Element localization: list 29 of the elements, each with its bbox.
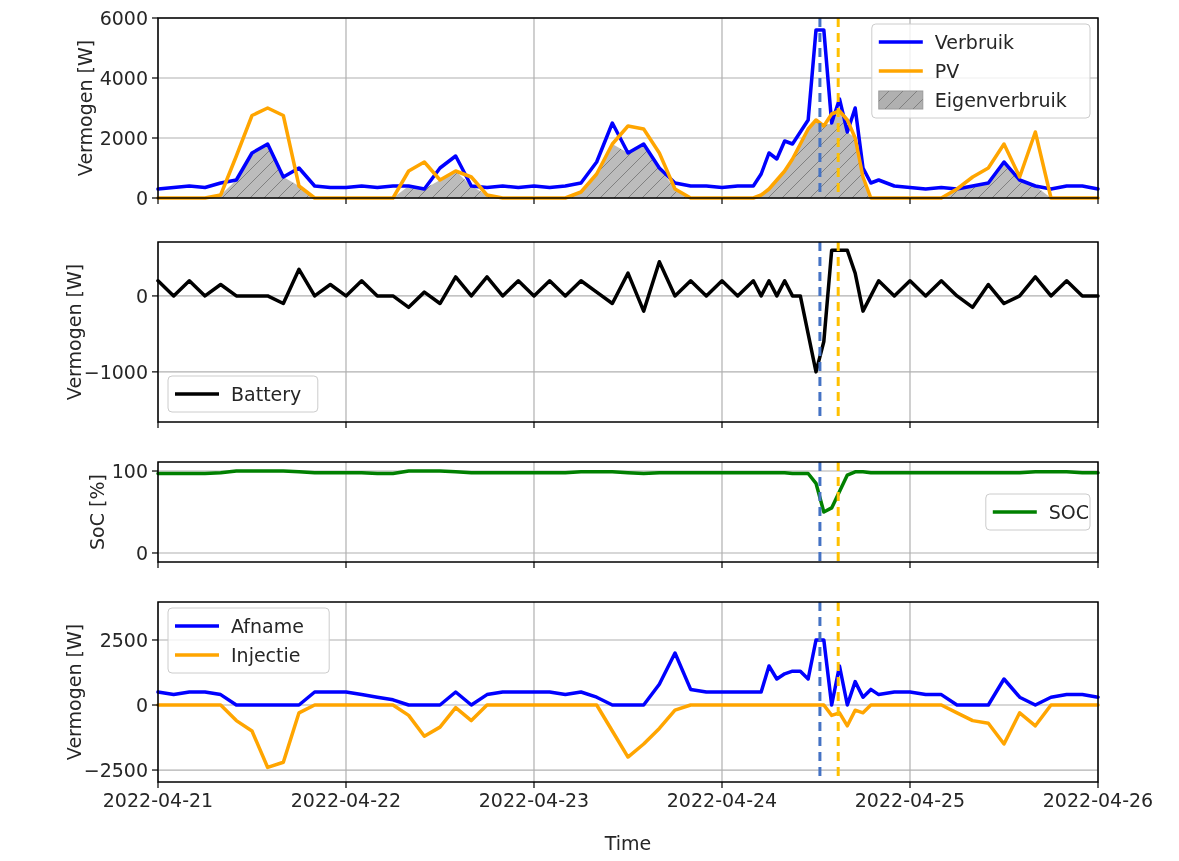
legend-label: Eigenverbruik [934,88,1067,111]
y-axis-title: Vermogen [W] [74,39,97,177]
y-tick-label: 0 [135,284,148,307]
y-tick-label: 2000 [99,126,148,149]
y-tick-label: 0 [135,186,148,209]
y-tick-label: 0 [135,541,148,564]
y-axis-title: Vermogen [W] [63,263,85,401]
x-tick-label: 2022-04-26 [1042,789,1154,812]
legend-label: Afname [231,614,304,637]
legend-label: Verbruik [934,30,1015,53]
x-tick-label: 2022-04-21 [102,789,214,812]
y-tick-label: 6000 [99,6,148,29]
y-tick-label: 100 [111,459,148,482]
y-axis-title: SoC [%] [85,474,108,550]
x-tick-label: 2022-04-23 [478,789,590,812]
x-tick-label: 2022-04-22 [290,789,402,812]
x-axis-title: Time [603,832,652,854]
y-tick-label: 4000 [99,66,148,89]
y-tick-label: 0 [135,693,148,716]
y-axis-title: Vermogen [W] [63,623,85,761]
x-tick-label: 2022-04-24 [666,789,778,812]
legend-label: PV [934,59,960,82]
x-tick-label: 2022-04-25 [854,789,966,812]
y-tick-label: 2500 [99,628,148,651]
legend-label: SOC [1048,500,1090,523]
legend-label: Injectie [231,643,301,666]
y-tick-label: −1000 [83,360,148,383]
legend-label: Battery [231,382,302,405]
y-tick-label: −2500 [83,758,148,781]
